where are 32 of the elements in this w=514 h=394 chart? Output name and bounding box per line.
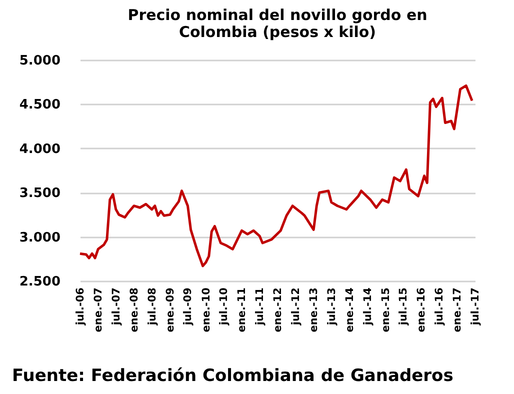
x-tick-label: jul.-07: [110, 288, 122, 326]
x-tick-label: jul.-12: [290, 288, 302, 326]
x-tick-label: jul.-15: [398, 288, 410, 326]
x-tick-label: ene.-14: [344, 288, 356, 332]
x-tick-label: ene.-13: [308, 288, 320, 332]
x-tick-label: ene.-10: [200, 288, 212, 332]
x-tick-label: jul.-16: [434, 288, 446, 326]
y-tick-label: 4.500: [19, 98, 60, 113]
source-note: Fuente: Federación Colombiana de Ganaderos: [12, 366, 454, 386]
y-tick-label: 3.000: [19, 230, 60, 246]
x-tick-label: jul.-13: [326, 288, 338, 326]
line-series: [78, 84, 474, 268]
y-tick-label: 5.000: [19, 54, 60, 68]
x-tick-label: ene.-17: [452, 288, 464, 332]
x-tick-label: jul.-09: [182, 288, 194, 326]
x-tick-label: ene.-12: [272, 288, 284, 332]
x-tick-label: jul.-14: [362, 288, 374, 326]
x-tick-label: ene.-16: [416, 288, 428, 332]
x-tick-label: ene.-07: [92, 288, 105, 332]
x-tick-label: ene.-08: [128, 288, 140, 332]
x-tick-label: jul.-17: [470, 288, 482, 326]
y-tick-label: 3.500: [19, 186, 60, 202]
x-tick-label: ene.-11: [236, 288, 248, 332]
y-tick-label: 4.000: [19, 142, 60, 157]
x-tick-label: jul.-11: [254, 288, 266, 326]
y-tick-label: 2.500: [19, 274, 60, 290]
chart-title: Precio nominal del novillo gordo en Colombia (pesos x kilo): [128, 6, 428, 41]
x-tick-label: jul.-10: [218, 288, 230, 326]
x-tick-label: ene.-15: [380, 288, 392, 332]
x-tick-label: jul.-06: [74, 288, 86, 326]
x-tick-label: ene.-09: [164, 288, 176, 332]
x-tick-label: jul.-08: [146, 288, 158, 326]
